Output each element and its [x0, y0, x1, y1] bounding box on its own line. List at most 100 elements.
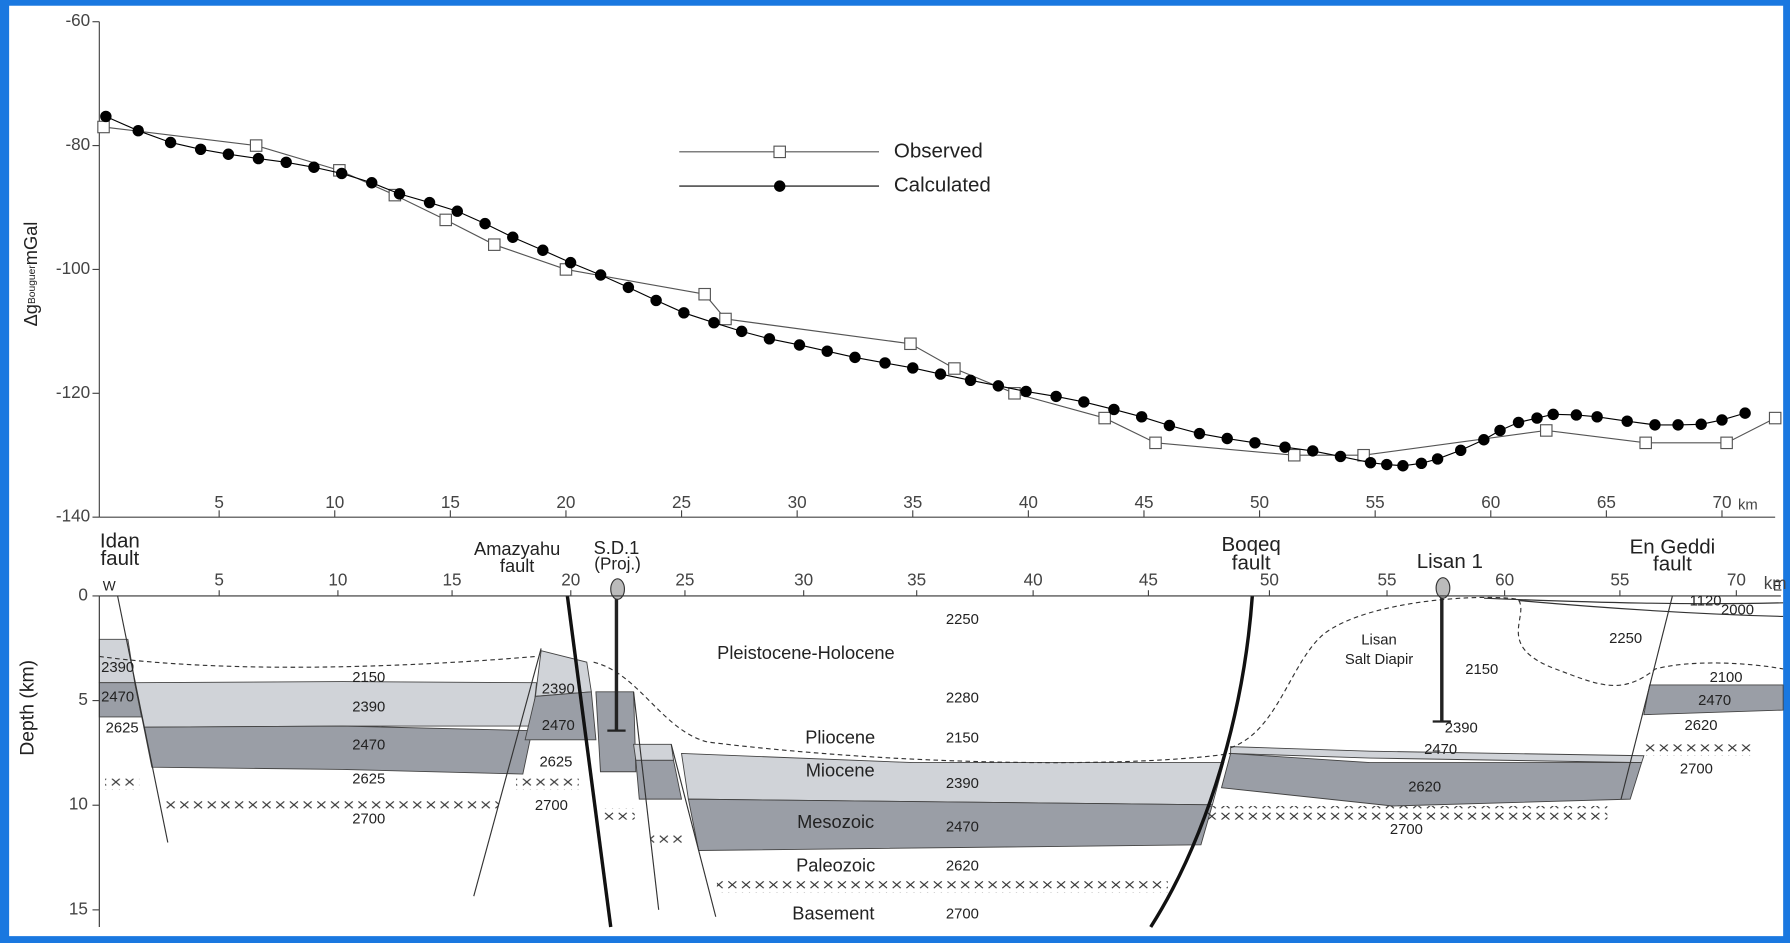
marker: [736, 326, 747, 337]
marker: [822, 345, 833, 356]
density-label: 2100: [1710, 670, 1743, 686]
x-tick-label: 55: [1378, 571, 1397, 590]
marker: [794, 339, 805, 350]
y-tick-label: -60: [65, 11, 90, 30]
x-unit: km: [1764, 574, 1787, 593]
density-label: 2470: [101, 689, 134, 705]
marker: [1769, 412, 1780, 423]
marker: [452, 206, 463, 217]
marker: [1672, 419, 1683, 430]
marker: [1494, 425, 1505, 436]
basement-hatch: [166, 798, 499, 812]
figure: -60-80-100-120-1405101520253035404550556…: [0, 0, 1790, 943]
x-tick-label: 5: [214, 571, 224, 590]
y-label-part: Bouguer: [27, 265, 38, 304]
fault-label: fault: [500, 555, 535, 576]
page-body: {"chart_data":{"type":"line","y_label":"…: [0, 0, 1790, 943]
x-tick-label: 70: [1727, 571, 1746, 590]
marker: [678, 307, 689, 318]
marker: [1571, 409, 1582, 420]
y-tick-label: 0: [78, 585, 88, 604]
density-label: 2700: [535, 798, 568, 814]
unit-label: Pliocene: [805, 726, 875, 747]
x-tick-label: 20: [556, 493, 575, 512]
x-tick-label: 10: [325, 493, 344, 512]
x-tick-label: 40: [1024, 571, 1043, 590]
marker: [424, 197, 435, 208]
basement-hatch: [516, 779, 579, 790]
x-tick-label: 45: [1134, 493, 1153, 512]
x-tick-label: 70: [1712, 493, 1731, 512]
density-label: 2390: [101, 660, 134, 676]
marker: [336, 168, 347, 179]
density-label: 2625: [106, 720, 139, 736]
marker: [1020, 386, 1031, 397]
density-label: 2390: [352, 700, 385, 716]
marker: [1221, 433, 1232, 444]
marker: [993, 380, 1004, 391]
marker: [253, 153, 264, 164]
marker: [935, 368, 946, 379]
marker: [1307, 445, 1318, 456]
x-tick-label: 30: [788, 493, 807, 512]
marker: [699, 289, 710, 300]
marker: [1649, 419, 1660, 430]
density-label: 2250: [1609, 631, 1642, 647]
x-tick-label: 25: [675, 571, 694, 590]
density-label: 2470: [542, 718, 575, 734]
x-tick-label: 60: [1481, 493, 1500, 512]
marker: [1050, 391, 1061, 402]
x-tick-label: 5: [214, 493, 224, 512]
marker: [720, 313, 731, 324]
basement-hatch: [603, 808, 635, 819]
well-label: Lisan 1: [1417, 550, 1483, 573]
marker: [708, 317, 719, 328]
layer: [144, 726, 532, 774]
basement-hatch: [105, 779, 139, 790]
x-tick-label: 15: [441, 493, 460, 512]
marker: [165, 137, 176, 148]
marker: [250, 140, 261, 151]
marker: [949, 363, 960, 374]
x-tick-label: 35: [903, 493, 922, 512]
unit-label: Miocene: [806, 760, 875, 781]
density-label: 2470: [352, 737, 385, 753]
basement-hatch: [651, 833, 685, 844]
x-tick-label: 55: [1366, 493, 1385, 512]
marker: [1432, 453, 1443, 464]
x-tick-label: 25: [672, 493, 691, 512]
x-tick-label: 55: [1610, 571, 1629, 590]
fault-label: fault: [1653, 553, 1692, 576]
density-label: 2470: [946, 820, 979, 836]
basement-hatch: [1208, 806, 1608, 820]
basement-hatch: [717, 879, 1168, 893]
marker: [1381, 459, 1392, 470]
y-tick-label: 15: [69, 899, 88, 918]
y-tick-label: -80: [65, 135, 90, 154]
fault-label: fault: [100, 547, 139, 570]
marker: [1335, 451, 1346, 462]
marker: [1416, 458, 1427, 469]
west-label: W: [103, 578, 116, 593]
legend-marker: [774, 146, 785, 157]
x-tick-label: 20: [561, 571, 580, 590]
x-tick-label: 50: [1250, 493, 1269, 512]
legend-marker: [774, 180, 785, 191]
marker: [1513, 417, 1524, 428]
marker: [1695, 419, 1706, 430]
marker: [1739, 407, 1750, 418]
density-label: 2470: [1424, 742, 1457, 758]
density-label: 2280: [946, 691, 979, 707]
marker: [849, 352, 860, 363]
marker: [1150, 437, 1161, 448]
density-label: 2700: [946, 906, 979, 922]
unit-label: Pleistocene-Holocene: [717, 642, 895, 663]
marker: [1136, 411, 1147, 422]
y-tick-label: 5: [78, 690, 88, 709]
marker: [565, 257, 576, 268]
marker: [764, 333, 775, 344]
y-tick-label: -100: [56, 259, 90, 278]
marker: [1078, 396, 1089, 407]
x-tick-label: 65: [1597, 493, 1616, 512]
y-tick-label: 10: [69, 795, 88, 814]
